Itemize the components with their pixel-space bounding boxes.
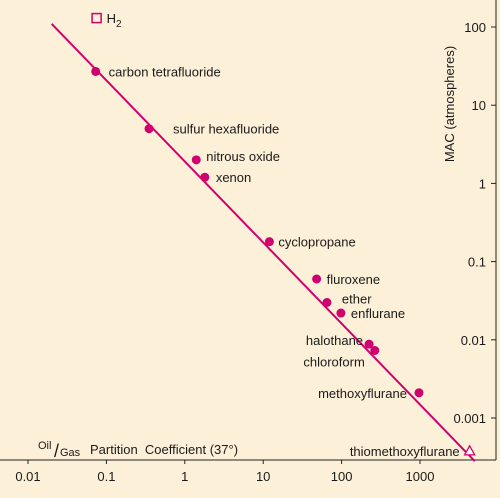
point-label-text: enflurane [351, 306, 405, 321]
x-axis: 0.01 0.1 1 10 100 1000 [0, 459, 496, 484]
point-label: enflurane [351, 306, 405, 321]
data-point [144, 124, 154, 134]
x-axis-title-group: Oil / Gas Partition Coefficient (37°) [38, 440, 238, 461]
data-point [91, 12, 102, 24]
y-tick-label: 100 [464, 20, 486, 35]
y-axis: 100 10 1 0.1 0.01 0.001 [453, 0, 497, 460]
x-axis-title-slash: / [54, 441, 59, 461]
data-point [91, 66, 101, 76]
y-tick-label: 0.01 [461, 333, 486, 348]
data-point [463, 444, 476, 456]
x-tick-label: 0.01 [15, 469, 40, 484]
point-label-text: halothane [306, 333, 363, 348]
data-point [336, 308, 346, 318]
point-label: sulfur hexafluoride [173, 122, 279, 137]
y-tick-label: 0.1 [468, 255, 486, 270]
point-label: nitrous oxide [206, 149, 280, 164]
point-label-text: carbon tetrafluoride [109, 64, 221, 79]
point-label: H2 [107, 11, 122, 30]
x-tick-label: 1000 [406, 469, 435, 484]
data-point [414, 388, 424, 398]
point-label: thiomethoxyflurane [350, 444, 460, 459]
point-label-text: cyclopropane [278, 235, 355, 250]
point-labels: H2 carbon tetrafluoride sulfur hexafluorid… [107, 11, 460, 459]
point-label-text: sulfur hexafluoride [173, 122, 279, 137]
data-point [191, 155, 201, 165]
point-label-text: fluroxene [327, 272, 380, 287]
point-label-text: chloroform [303, 354, 364, 369]
data-point [200, 172, 210, 182]
x-axis-title-prefix-bottom: Gas [60, 447, 81, 459]
point-label: halothane [306, 333, 363, 348]
data-points [91, 12, 476, 456]
y-tick-label: 0.001 [453, 411, 486, 426]
x-tick-label: 0.1 [97, 469, 115, 484]
x-axis-title-prefix-top: Oil [38, 440, 51, 452]
x-tick-label: 10 [256, 469, 270, 484]
data-point [370, 345, 380, 355]
x-axis-title: Partition Coefficient (37°) [90, 442, 238, 457]
point-label: carbon tetrafluoride [109, 64, 221, 79]
point-label-text: methoxyflurane [318, 386, 407, 401]
point-label: cyclopropane [278, 235, 355, 250]
point-label-text: xenon [216, 170, 251, 185]
point-label: xenon [216, 170, 251, 185]
data-point [264, 237, 274, 247]
data-point [322, 297, 332, 307]
point-label: methoxyflurane [318, 386, 407, 401]
point-label: ether [342, 291, 372, 306]
point-label-text: thiomethoxyflurane [350, 444, 460, 459]
point-label: fluroxene [327, 272, 380, 287]
x-tick-label: 100 [331, 469, 353, 484]
trend-line [50, 23, 476, 462]
point-label-text: nitrous oxide [206, 149, 280, 164]
point-label-subscript: 2 [116, 19, 122, 30]
data-point [312, 274, 322, 284]
data-point [364, 339, 374, 349]
y-axis-title: MAC (atmospheres) [442, 46, 457, 162]
y-tick-label: 1 [479, 176, 486, 191]
point-label: chloroform [303, 354, 364, 369]
point-label-text: H [107, 11, 116, 26]
y-tick-label: 10 [472, 98, 486, 113]
x-tick-label: 1 [181, 469, 188, 484]
point-label-text: ether [342, 291, 372, 306]
